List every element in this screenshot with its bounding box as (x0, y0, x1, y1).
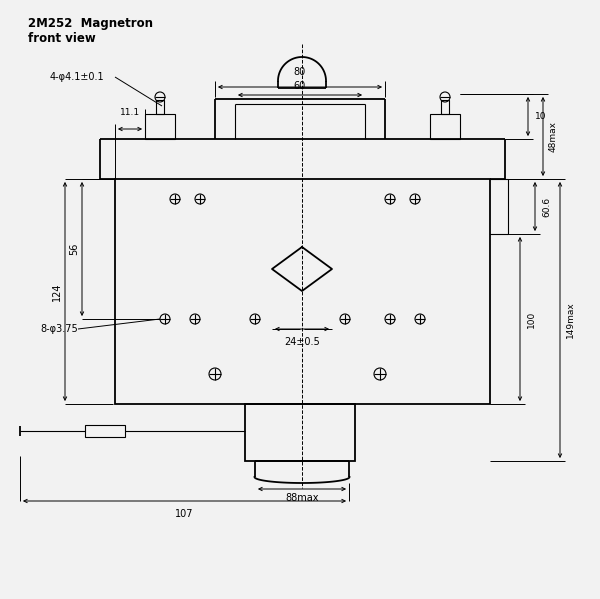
Text: 80: 80 (294, 67, 306, 77)
Text: 8-φ3.75: 8-φ3.75 (40, 324, 78, 334)
Text: 100: 100 (527, 310, 536, 328)
Bar (156, 100, 164, 114)
Bar (145, 114, 175, 139)
Text: 149max: 149max (566, 302, 575, 338)
Text: 11.1: 11.1 (120, 108, 140, 117)
Bar (85, 425, 125, 437)
Text: 4-φ4.1±0.1: 4-φ4.1±0.1 (50, 72, 104, 82)
Bar (245, 404, 355, 461)
Bar (115, 179, 490, 404)
Text: 107: 107 (175, 509, 194, 519)
Text: 24±0.5: 24±0.5 (284, 337, 320, 347)
Text: 60.6: 60.6 (542, 196, 551, 217)
Text: 10: 10 (535, 112, 547, 121)
Text: 2M252  Magnetron
front view: 2M252 Magnetron front view (28, 17, 153, 45)
Text: 88max: 88max (285, 493, 319, 503)
Text: 60: 60 (294, 81, 306, 91)
Text: 124: 124 (52, 282, 62, 301)
Bar (441, 100, 449, 114)
Text: 56: 56 (69, 243, 79, 255)
Bar (430, 114, 460, 139)
Text: 48max: 48max (549, 121, 558, 152)
